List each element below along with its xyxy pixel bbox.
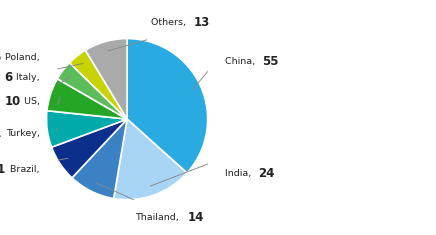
Text: 6: 6 bbox=[5, 71, 13, 84]
Wedge shape bbox=[57, 63, 127, 119]
Wedge shape bbox=[72, 119, 127, 199]
Text: Turkey,: Turkey, bbox=[6, 129, 42, 138]
Text: Others,: Others, bbox=[151, 18, 189, 27]
Text: India,: India, bbox=[225, 169, 255, 178]
Text: Thailand,: Thailand, bbox=[135, 213, 182, 222]
Text: Italy,: Italy, bbox=[16, 73, 42, 82]
Text: Poland,: Poland, bbox=[5, 53, 42, 62]
Wedge shape bbox=[51, 119, 127, 178]
Wedge shape bbox=[47, 79, 127, 119]
Text: China,: China, bbox=[225, 57, 259, 66]
Wedge shape bbox=[69, 50, 127, 119]
Wedge shape bbox=[127, 39, 208, 173]
Text: 11: 11 bbox=[0, 163, 7, 176]
Text: 13: 13 bbox=[194, 16, 210, 29]
Text: 14: 14 bbox=[187, 211, 204, 224]
Text: 11: 11 bbox=[0, 127, 1, 140]
Text: Brazil,: Brazil, bbox=[10, 164, 42, 174]
Wedge shape bbox=[47, 111, 127, 147]
Text: 55: 55 bbox=[262, 55, 279, 68]
Wedge shape bbox=[85, 39, 127, 119]
Wedge shape bbox=[114, 119, 187, 200]
Text: 24: 24 bbox=[258, 167, 274, 180]
Text: US,: US, bbox=[24, 97, 42, 106]
Text: 10: 10 bbox=[5, 95, 21, 108]
